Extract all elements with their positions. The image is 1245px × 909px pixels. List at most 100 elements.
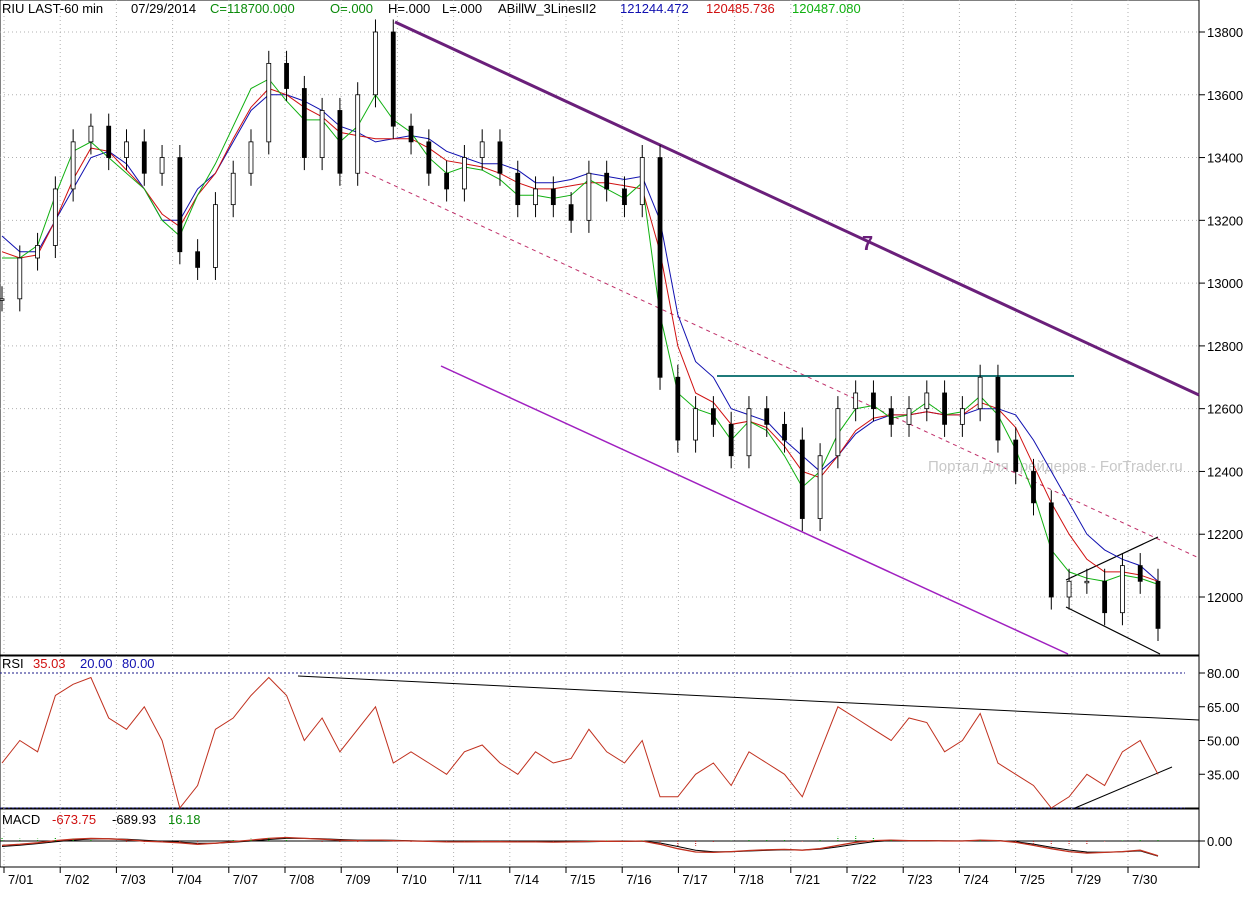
date-tick-label: 7/29	[1076, 872, 1101, 887]
indicator-name: ABillW_3LinesII2	[498, 1, 596, 16]
rsi-trendline-up	[1074, 766, 1173, 809]
price-bar-body	[533, 188, 538, 206]
rsi-trendline-down	[297, 675, 1200, 721]
date-tick-label: 7/11	[458, 872, 482, 887]
date-tick-label: 7/21	[795, 872, 820, 887]
low-label: L=.000	[442, 1, 482, 16]
price-bar-body	[1048, 502, 1054, 598]
price-bar-body	[906, 408, 912, 425]
price-bar-body	[355, 94, 361, 174]
price-bar-body	[337, 110, 343, 174]
date-tick-label: 7/17	[682, 872, 707, 887]
macd-line	[1, 836, 1159, 857]
date-tick-label: 7/16	[626, 872, 651, 887]
rsi-tick-label: 80.00	[1207, 666, 1240, 681]
price-bar-body	[195, 251, 201, 268]
price-bar-body	[390, 31, 396, 127]
price-bar-body	[213, 204, 218, 268]
price-bar-body	[319, 110, 325, 158]
date-tick-label: 7/01	[8, 872, 33, 887]
price-tick-label: 12400	[1207, 464, 1243, 479]
price-tick-label: 13000	[1207, 276, 1243, 291]
price-bar-body	[764, 408, 770, 425]
indicator-green-value: 120487.080	[792, 1, 861, 16]
date-tick-label: 7/09	[345, 872, 370, 887]
price-bar-body	[888, 408, 894, 425]
price-bar-body	[35, 245, 40, 259]
rsi-panel-frame	[0, 655, 1200, 809]
price-tick-label: 12800	[1207, 339, 1243, 354]
indicator-red-value: 120485.736	[706, 1, 775, 16]
date-tick-label: 7/03	[120, 872, 145, 887]
wedge-lower	[1065, 606, 1161, 655]
date-tick-label: 7/23	[907, 872, 932, 887]
price-bar-body	[871, 392, 876, 410]
grid	[0, 0, 1199, 867]
date-tick-label: 7/24	[963, 872, 988, 887]
price-bar-body	[373, 31, 378, 96]
price-bar-body	[835, 408, 841, 457]
price-bar-body	[497, 141, 503, 174]
price-bar-body	[924, 392, 930, 410]
red-ma-line	[1, 87, 1159, 582]
price-bar-body	[1066, 580, 1072, 598]
price-bar-body	[959, 408, 965, 425]
channel-lower-line	[440, 365, 1069, 655]
date-tick-label: 7/04	[177, 872, 202, 887]
rsi-tick-label: 65.00	[1207, 700, 1240, 715]
price-bar-body	[586, 172, 592, 221]
series-layer	[0, 19, 1161, 857]
date-axis: 7/01 7/02 7/03 7/04 7/07 7/08 7/09 7/10 7/11 7/14…	[3, 867, 1157, 887]
macd-panel-frame	[0, 808, 1200, 868]
macd-title: MACD	[2, 812, 40, 827]
price-axis: 13800 13600 13400 13200 13000 12800 12600 12400…	[1199, 25, 1243, 605]
price-bar-body	[17, 257, 23, 300]
price-bar-body	[70, 141, 76, 190]
price-bar-body	[0, 298, 5, 301]
open-label: O=.000	[330, 1, 373, 16]
wave-label: 7	[862, 233, 873, 255]
date-label: 07/29/2014	[131, 1, 196, 16]
indicator-blue-value: 121244.472	[620, 1, 689, 16]
price-bar-body	[248, 141, 254, 174]
price-bar-body	[266, 62, 272, 143]
rsi-title: RSI	[2, 656, 24, 671]
date-tick-label: 7/30	[1132, 872, 1157, 887]
price-bar-body	[622, 188, 627, 206]
price-bar-body	[52, 188, 58, 246]
rsi-high-level: 80.00	[122, 656, 155, 671]
price-bar-body	[230, 172, 236, 206]
macd-tick-label: 0.00	[1207, 834, 1232, 849]
price-bar-body	[728, 423, 734, 457]
price-bar-body	[604, 172, 610, 190]
price-bar-body	[568, 204, 574, 221]
price-bar-body	[639, 157, 645, 206]
price-tick-label: 13800	[1207, 25, 1243, 40]
rsi-value: 35.03	[33, 656, 66, 671]
price-bar-body	[301, 88, 307, 158]
price-tick-label: 12000	[1207, 590, 1243, 605]
macd-value-2: -689.93	[112, 812, 156, 827]
price-bar-body	[479, 141, 485, 158]
price-bar-body	[1031, 471, 1036, 504]
rsi-tick-label: 35.00	[1207, 767, 1240, 782]
close-label: C=118700.000	[210, 1, 295, 16]
price-bar-body	[995, 376, 1001, 441]
price-bar-body	[515, 172, 521, 206]
macd-axis: 0.00	[1199, 834, 1232, 849]
price-tick-label: 13600	[1207, 88, 1243, 103]
rsi-line	[1, 676, 1159, 810]
symbol-label: RIU LAST-60 min	[2, 1, 103, 16]
rsi-low-level: 20.00	[80, 656, 113, 671]
date-tick-label: 7/02	[64, 872, 89, 887]
date-tick-label: 7/10	[401, 872, 426, 887]
high-label: H=.000	[388, 1, 430, 16]
price-bar-body	[88, 125, 94, 143]
price-bar-body	[942, 392, 947, 425]
rsi-tick-label: 50.00	[1207, 734, 1240, 749]
macd-value-1: -673.75	[52, 812, 96, 827]
price-bar-body	[782, 423, 787, 441]
date-tick-label: 7/15	[570, 872, 595, 887]
price-bar-body	[710, 408, 716, 425]
